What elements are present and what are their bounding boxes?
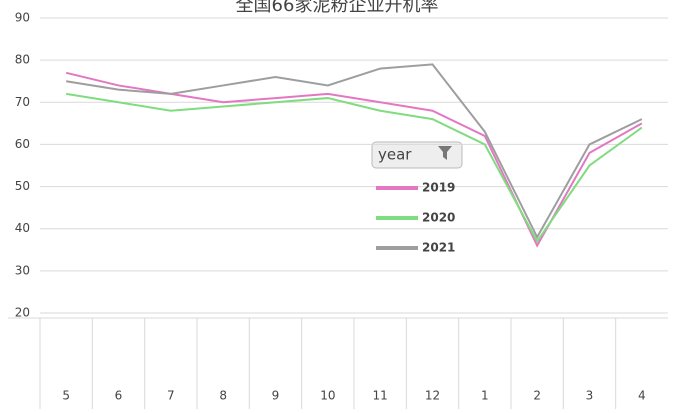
legend: year [371, 141, 463, 169]
x-tick-label: 1 [481, 389, 489, 403]
x-tick-label: 10 [320, 389, 335, 403]
x-tick-label: 12 [425, 389, 440, 403]
x-tick-label: 2 [533, 389, 541, 403]
y-tick-label: 30 [15, 263, 30, 277]
y-tick-label: 80 [15, 53, 30, 67]
y-tick-label: 70 [15, 95, 30, 109]
filter-icon[interactable] [438, 146, 452, 160]
legend-label: 2020 [422, 211, 455, 225]
legend-label: 2021 [422, 241, 455, 255]
y-tick-label: 90 [15, 11, 30, 25]
x-tick-label: 8 [219, 389, 227, 403]
legend-title: year [378, 146, 412, 164]
y-tick-label: 40 [15, 221, 30, 235]
x-tick-label: 4 [638, 389, 646, 403]
series-line [65, 71, 643, 248]
y-tick-label: 20 [15, 306, 30, 320]
series-line [66, 92, 643, 244]
legend-header[interactable] [371, 141, 463, 169]
x-tick-label: 11 [373, 389, 388, 403]
series-line [66, 63, 643, 240]
x-tick-label: 7 [167, 389, 175, 403]
y-tick-label: 50 [15, 179, 30, 193]
x-tick-label: 9 [272, 389, 280, 403]
legend-label: 2019 [422, 181, 455, 195]
y-tick-label: 60 [15, 137, 30, 151]
chart-title: 全国66家泥粉企业开机率 [236, 0, 439, 16]
x-tick-label: 3 [586, 389, 594, 403]
x-tick-label: 5 [62, 389, 70, 403]
x-tick-label: 6 [115, 389, 123, 403]
